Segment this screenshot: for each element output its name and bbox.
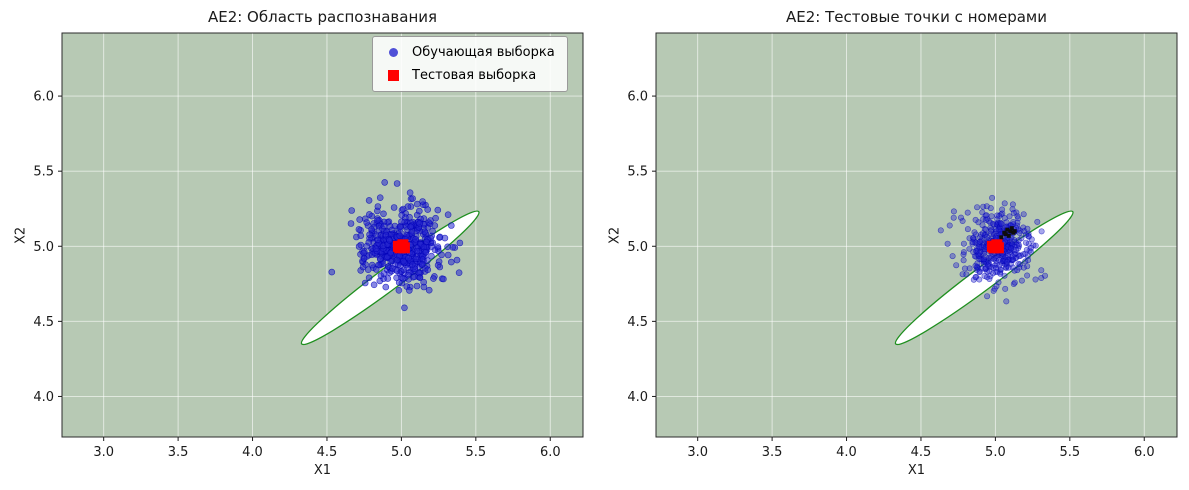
svg-text:5.5: 5.5 <box>627 165 648 180</box>
svg-text:6.0: 6.0 <box>540 445 561 460</box>
legend-label-test: Тестовая выборка <box>412 68 537 83</box>
svg-text:4.0: 4.0 <box>242 445 263 460</box>
svg-text:5.5: 5.5 <box>1059 445 1080 460</box>
y-axis-label-left: X2 <box>13 226 29 244</box>
test-points-plot-canvas: 3.0 3.5 4.0 4.5 5.0 5.5 6.0 4.0 4.5 5.0 5.5 6.0 <box>627 32 1178 460</box>
grid <box>62 33 583 437</box>
plot-background <box>656 33 1177 437</box>
svg-text:6.0: 6.0 <box>33 90 54 105</box>
x-axis-label-left: X1 <box>313 463 332 478</box>
plot-title-left: AE2: Область распознавания <box>207 8 438 26</box>
test-scatter <box>392 239 410 254</box>
train-scatter <box>328 179 464 312</box>
svg-text:3.0: 3.0 <box>93 445 114 460</box>
plot-title-right: AE2: Тестовые точки с номерами <box>785 8 1047 26</box>
svg-text:4.0: 4.0 <box>33 390 54 405</box>
legend-item-test-sample: Тестовая выборка <box>385 68 555 83</box>
training-sample-marker-icon <box>388 48 398 57</box>
train-scatter <box>937 194 1048 305</box>
svg-text:3.5: 3.5 <box>762 445 783 460</box>
svg-text:5.5: 5.5 <box>33 165 54 180</box>
x-tick-labels: 3.0 3.5 4.0 4.5 5.0 5.5 6.0 <box>687 437 1155 460</box>
x-axis-label-right: X1 <box>907 463 926 478</box>
svg-text:5.0: 5.0 <box>985 445 1006 460</box>
test-sample-marker-icon <box>387 70 399 81</box>
svg-text:6.0: 6.0 <box>627 90 648 105</box>
svg-text:5.0: 5.0 <box>627 240 648 255</box>
axes-frame <box>61 32 584 438</box>
axes-frame <box>655 32 1178 438</box>
legend: Обучающая выборка Тестовая выборка <box>372 36 568 92</box>
recognition-region-plot-canvas: 3.0 3.5 4.0 4.5 5.0 5.5 6.0 4.0 4.5 5.0 5.5 6.0 <box>33 32 584 460</box>
legend-label-training: Обучающая выборка <box>412 45 555 60</box>
svg-text:6.0: 6.0 <box>1134 445 1155 460</box>
svg-text:5.5: 5.5 <box>465 445 486 460</box>
y-axis-label-right: X2 <box>607 226 623 244</box>
subplot-test-points: 3.0 3.5 4.0 4.5 5.0 5.5 6.0 4.0 4.5 5.0 5.5 6.0 AE2… <box>594 0 1189 490</box>
x-tick-labels: 3.0 3.5 4.0 4.5 5.0 5.5 6.0 <box>93 437 561 460</box>
svg-text:4.0: 4.0 <box>627 390 648 405</box>
svg-text:4.5: 4.5 <box>317 445 338 460</box>
svg-text:4.5: 4.5 <box>911 445 932 460</box>
svg-text:5.0: 5.0 <box>391 445 412 460</box>
svg-text:3.5: 3.5 <box>168 445 189 460</box>
svg-text:5.0: 5.0 <box>33 240 54 255</box>
svg-text:4.0: 4.0 <box>836 445 857 460</box>
y-tick-labels: 4.0 4.5 5.0 5.5 6.0 <box>627 90 656 405</box>
svg-text:4.5: 4.5 <box>33 315 54 330</box>
svg-text:4.5: 4.5 <box>627 315 648 330</box>
test-scatter <box>986 239 1004 254</box>
legend-item-training-sample: Обучающая выборка <box>385 45 555 60</box>
y-tick-labels: 4.0 4.5 5.0 5.5 6.0 <box>33 90 62 405</box>
plot-background <box>62 33 583 437</box>
numbered-test-points <box>999 226 1017 240</box>
svg-text:3.0: 3.0 <box>687 445 708 460</box>
subplot-recognition-region: 3.0 3.5 4.0 4.5 5.0 5.5 6.0 4.0 4.5 5.0 5.5 6.0 AE2… <box>0 0 594 490</box>
